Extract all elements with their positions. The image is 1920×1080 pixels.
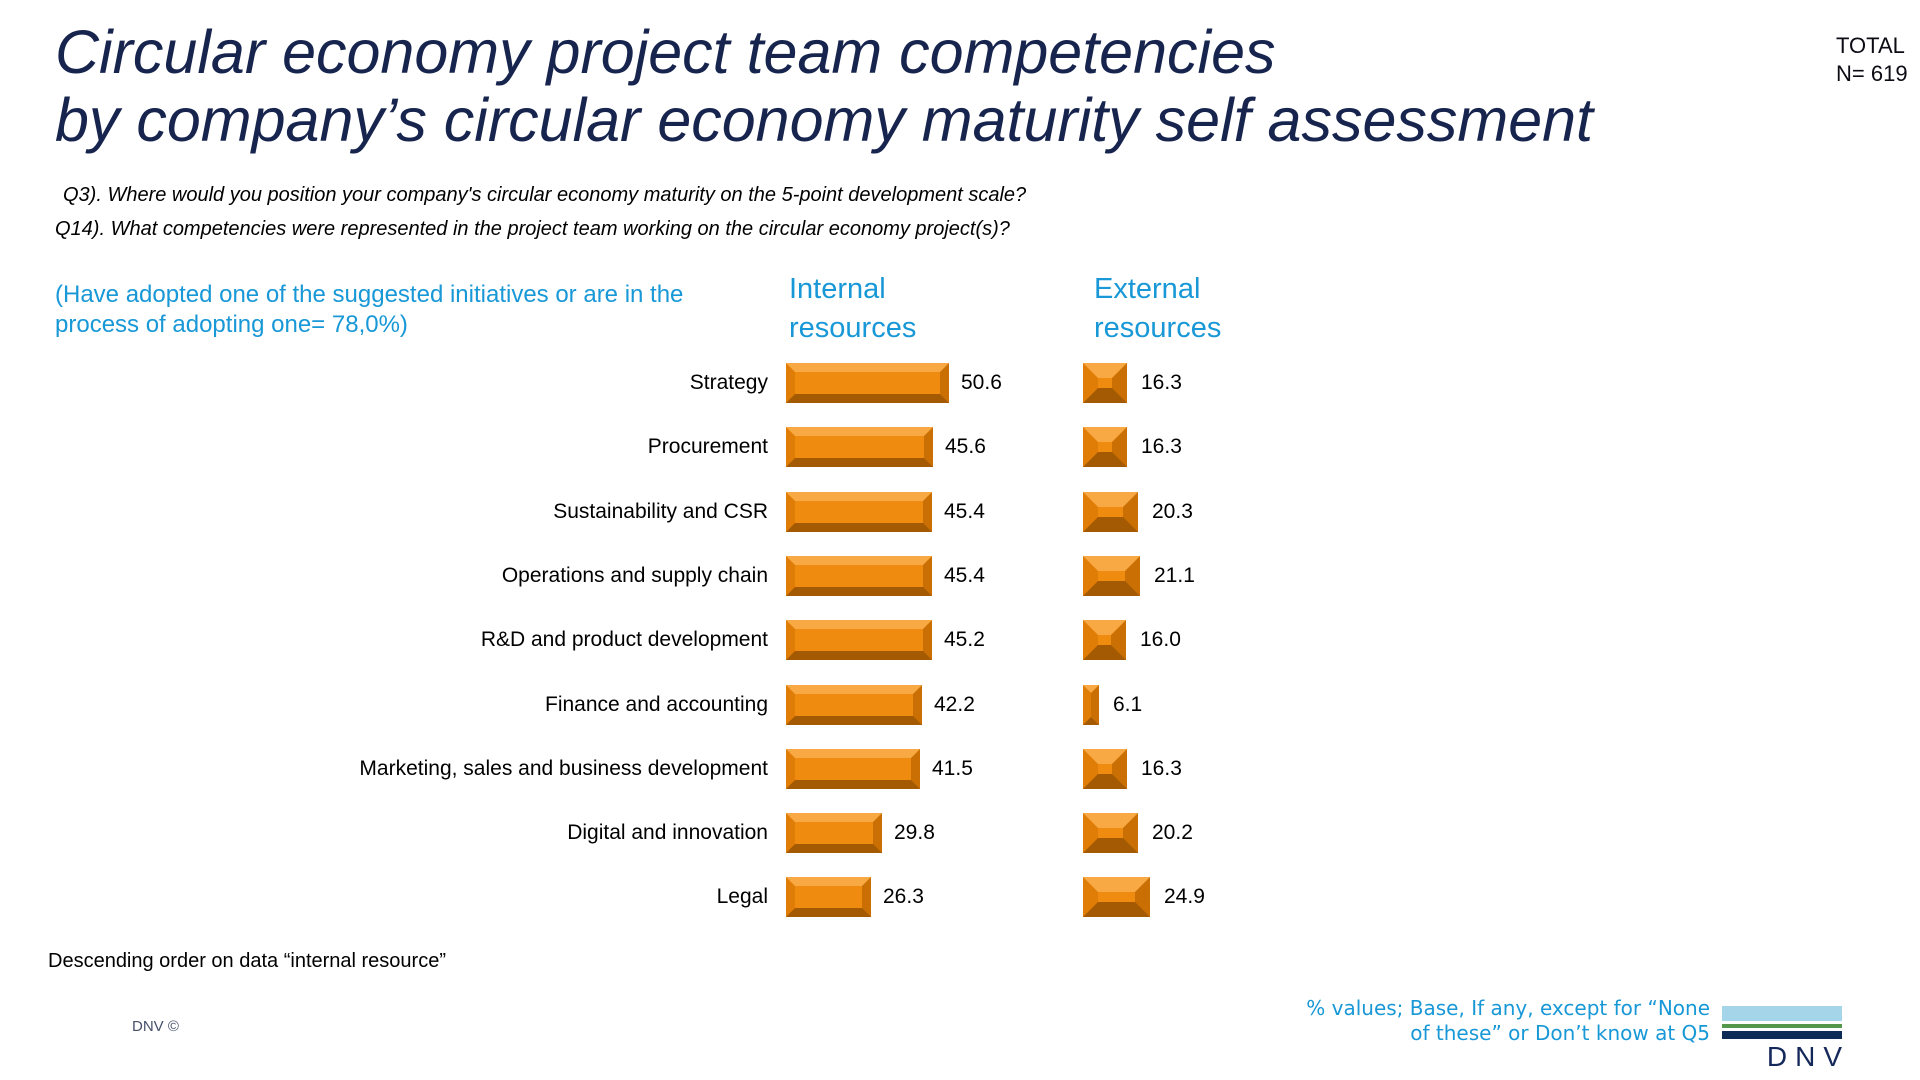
- category-label: Digital and innovation: [567, 821, 768, 845]
- value-label: 50.6: [961, 371, 1002, 394]
- dnv-logo: DNV: [1722, 1006, 1842, 1073]
- value-label: 29.8: [894, 821, 935, 845]
- total-label: TOTAL: [1836, 33, 1905, 58]
- internal-bar: [786, 620, 932, 661]
- value-label: 6.1: [1113, 692, 1143, 716]
- value-label: 16.3: [1141, 371, 1182, 394]
- title-line-2: by company’s circular economy maturity s…: [55, 86, 1593, 154]
- value-label: 45.4: [944, 499, 985, 523]
- chart-row: Strategy 50.6 16.3: [0, 351, 1920, 415]
- category-label: Finance and accounting: [545, 692, 768, 716]
- column-header-internal: Internal resources: [789, 273, 917, 344]
- external-bar: [1083, 684, 1099, 725]
- category-label: Strategy: [689, 371, 768, 394]
- total-base-block: TOTAL N= 619: [1836, 32, 1908, 88]
- page-title: Circular economy project team competenci…: [55, 18, 1593, 154]
- value-label: 41.5: [932, 756, 973, 780]
- value-label: 16.3: [1141, 756, 1182, 780]
- base-note: % values; Base, If any, except for “None…: [1270, 996, 1710, 1046]
- external-bar: [1083, 491, 1138, 532]
- question-q14: Q14). What competencies were represented…: [55, 218, 1010, 240]
- value-label: 24.9: [1164, 885, 1205, 909]
- category-label: Operations and supply chain: [501, 563, 768, 587]
- internal-bar: [786, 813, 882, 854]
- internal-bar: [786, 684, 922, 725]
- value-label: 45.4: [944, 563, 985, 587]
- value-label: 26.3: [883, 885, 924, 909]
- internal-bar: [786, 748, 920, 789]
- external-bar: [1083, 877, 1150, 918]
- external-bar: [1083, 813, 1138, 854]
- category-label: Procurement: [647, 435, 768, 459]
- internal-bar: [786, 491, 932, 532]
- chart-row: Digital and innovation 29.8 20.2: [0, 801, 1920, 865]
- external-bar: [1083, 427, 1127, 468]
- external-bar: [1083, 555, 1140, 596]
- logo-stripe-navy: [1722, 1031, 1842, 1039]
- dnv-wordmark: DNV: [1766, 1041, 1850, 1072]
- category-label: Sustainability and CSR: [553, 499, 768, 523]
- external-bar: [1083, 620, 1126, 661]
- value-label: 16.0: [1140, 628, 1181, 652]
- chart-row: Operations and supply chain 45.4 21.1: [0, 544, 1920, 608]
- value-label: 20.2: [1152, 821, 1193, 845]
- chart-row: R&D and product development 45.2 16.0: [0, 608, 1920, 672]
- external-bar: [1083, 363, 1127, 403]
- value-label: 45.2: [944, 628, 985, 652]
- category-label: Marketing, sales and business developmen…: [359, 756, 768, 780]
- value-label: 16.3: [1141, 435, 1182, 459]
- logo-stripe-lightblue: [1722, 1006, 1842, 1021]
- internal-bar: [786, 555, 932, 596]
- value-label: 42.2: [934, 692, 975, 716]
- base-note-line-2: of these” or Don’t know at Q5: [1410, 1021, 1710, 1045]
- copyright-text: DNV ©: [132, 1018, 179, 1035]
- question-q3: Q3). Where would you position your compa…: [63, 184, 1027, 206]
- title-line-1: Circular economy project team competenci…: [55, 18, 1276, 86]
- chart-row: Finance and accounting 42.2 6.1: [0, 673, 1920, 737]
- internal-bar: [786, 877, 871, 918]
- chart-row: Procurement 45.6 16.3: [0, 415, 1920, 479]
- value-label: 45.6: [945, 435, 986, 459]
- total-value: N= 619: [1836, 61, 1908, 86]
- value-label: 20.3: [1152, 499, 1193, 523]
- base-note-line-1: % values; Base, If any, except for “None: [1306, 996, 1710, 1020]
- internal-bar: [786, 427, 933, 468]
- column-header-external: External resources: [1094, 273, 1222, 344]
- sort-footnote: Descending order on data “internal resou…: [48, 950, 446, 972]
- logo-stripe-green: [1722, 1024, 1842, 1028]
- internal-bar: [786, 363, 949, 403]
- category-label: R&D and product development: [480, 628, 768, 652]
- chart-row: Sustainability and CSR 45.4 20.3: [0, 480, 1920, 544]
- chart-row: Marketing, sales and business developmen…: [0, 737, 1920, 801]
- external-bar: [1083, 748, 1127, 789]
- chart-row: Legal 26.3 24.9: [0, 865, 1920, 929]
- category-label: Legal: [716, 885, 768, 909]
- segment-note: (Have adopted one of the suggested initi…: [55, 281, 684, 338]
- value-label: 21.1: [1154, 563, 1195, 587]
